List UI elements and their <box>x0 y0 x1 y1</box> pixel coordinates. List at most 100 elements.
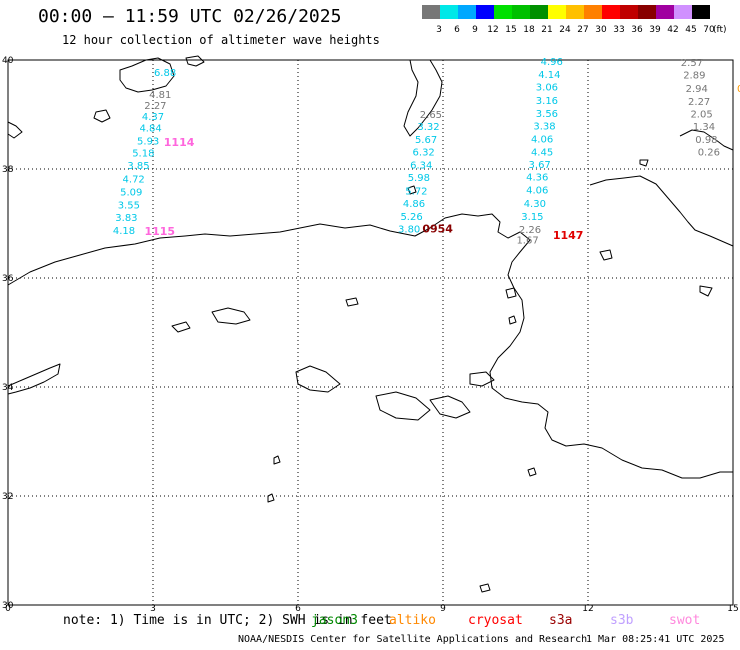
wave-height-label: 1.34 <box>693 122 715 133</box>
coastline <box>7 363 61 395</box>
wave-height-label: 5.93 <box>137 137 159 148</box>
longitude-tick-label: 3 <box>150 604 156 614</box>
coastline <box>93 109 111 123</box>
wave-height-label: 1.67 <box>516 235 538 246</box>
wave-height-label: 4.84 <box>139 124 161 135</box>
wave-height-label: 4.81 <box>149 90 171 101</box>
color-swatch-30 <box>584 5 602 19</box>
longitude-tick-label: 6 <box>295 604 301 614</box>
wave-height-label: 2.57 <box>681 58 703 69</box>
coastline <box>345 297 359 307</box>
color-swatch-21 <box>530 5 548 19</box>
color-scale-label: 39 <box>649 25 661 35</box>
color-swatch-3 <box>422 5 440 19</box>
latitude-tick-label: 38 <box>2 165 14 175</box>
coastline <box>589 175 734 247</box>
wave-height-label: 4.45 <box>531 148 553 159</box>
wave-height-label: 3.83 <box>115 213 137 224</box>
wave-height-label: 3.32 <box>417 122 439 133</box>
wave-height-label: 4.18 <box>113 226 135 237</box>
wave-height-label: 4.06 <box>526 186 548 197</box>
longitude-tick-label: 0 <box>5 604 11 614</box>
wave-height-label: 3.06 <box>536 83 558 94</box>
legend-s3b: s3b <box>610 613 634 628</box>
wave-height-label: 3.16 <box>536 96 558 107</box>
color-swatch-42 <box>656 5 674 19</box>
wave-height-label: 4.30 <box>524 199 546 210</box>
color-scale-label: 21 <box>541 25 552 35</box>
wave-height-label: 0.26 <box>698 148 720 159</box>
wave-height-label: 4.86 <box>403 199 425 210</box>
color-swatch-24 <box>548 5 566 19</box>
latitude-tick-label: 40 <box>2 56 14 66</box>
wave-height-label: 6.34 <box>410 161 432 172</box>
coastline <box>211 307 251 325</box>
coastline <box>375 391 431 421</box>
coastline <box>119 57 175 93</box>
coastline <box>679 129 734 151</box>
coastline <box>508 315 517 325</box>
color-scale-legend: 3 6 9 12 15 18 21 24 27 30 33 36 39 42 45 70(ft) <box>422 5 727 35</box>
legend-s3a: s3a <box>549 613 573 628</box>
coastline <box>273 455 281 465</box>
longitude-tick-label: 12 <box>582 604 593 614</box>
wave-height-label: 6.32 <box>413 148 435 159</box>
wave-height-label: 3.56 <box>536 109 558 120</box>
coastline <box>7 213 733 479</box>
coastline <box>185 55 205 67</box>
latitude-tick-label: 30 <box>2 601 14 611</box>
legend-jason3: jason3 <box>311 613 358 628</box>
color-swatch-9 <box>458 5 476 19</box>
coastline <box>295 365 341 393</box>
color-scale-label: 30 <box>595 25 607 35</box>
wave-height-label: 4.06 <box>531 134 553 145</box>
pass-time-label: 1114 <box>164 136 195 149</box>
wave-height-label: 5.18 <box>132 149 154 160</box>
latitude-tick-label: 32 <box>2 492 13 502</box>
color-swatch-70 <box>692 5 710 19</box>
generated-timestamp: 1 Mar 08:25:41 UTC 2025 <box>586 634 725 645</box>
color-swatch-45 <box>674 5 692 19</box>
wave-height-label: 2.26 <box>519 225 541 236</box>
color-scale-label: 70 <box>703 25 715 35</box>
map-title: 00:00 – 11:59 UTC 02/26/2025 <box>38 6 342 27</box>
coastline <box>639 159 649 167</box>
credit-text: NOAA/NESDIS Center for Satellite Applica… <box>238 634 588 645</box>
wave-height-label: 4.14 <box>538 70 560 81</box>
edge-value-label: 0 <box>737 84 740 95</box>
latitude-tick-label: 36 <box>2 274 14 284</box>
longitude-tick-label: 9 <box>440 604 446 614</box>
color-swatch-12 <box>476 5 494 19</box>
wave-height-label: 2.65 <box>420 110 442 121</box>
wave-height-label: 2.89 <box>683 71 705 82</box>
wave-height-label: 4.37 <box>142 112 164 123</box>
coastline <box>599 249 613 261</box>
color-scale-label: 27 <box>577 25 588 35</box>
wave-height-label: 4.36 <box>526 173 548 184</box>
wave-height-label: 5.72 <box>405 186 427 197</box>
color-swatch-27 <box>566 5 584 19</box>
wave-height-label: 3.38 <box>533 121 555 132</box>
wave-height-label: 2.05 <box>690 109 712 120</box>
color-scale-label: 33 <box>613 25 624 35</box>
pass-time-label: 0954 <box>422 222 453 235</box>
wave-height-label: 3.85 <box>127 161 149 172</box>
color-swatch-18 <box>512 5 530 19</box>
map-frame <box>7 59 734 606</box>
wave-height-label: 3.67 <box>529 160 551 171</box>
map-subtitle: 12 hour collection of altimeter wave hei… <box>62 33 380 47</box>
longitude-tick-label: 15 <box>727 604 738 614</box>
coastline <box>267 493 275 503</box>
coastline <box>505 287 517 299</box>
coastline <box>527 467 537 477</box>
pass-time-label: 1115 <box>144 225 175 238</box>
wave-height-label: 2.27 <box>688 97 710 108</box>
color-swatch-6 <box>440 5 458 19</box>
wave-height-label: 2.27 <box>144 101 166 112</box>
wave-height-label: 3.55 <box>118 200 140 211</box>
latitude-tick-label: 34 <box>2 383 14 393</box>
color-scale-label: 45 <box>685 25 696 35</box>
wave-height-label: 5.26 <box>400 212 422 223</box>
color-scale-label: 42 <box>667 25 678 35</box>
